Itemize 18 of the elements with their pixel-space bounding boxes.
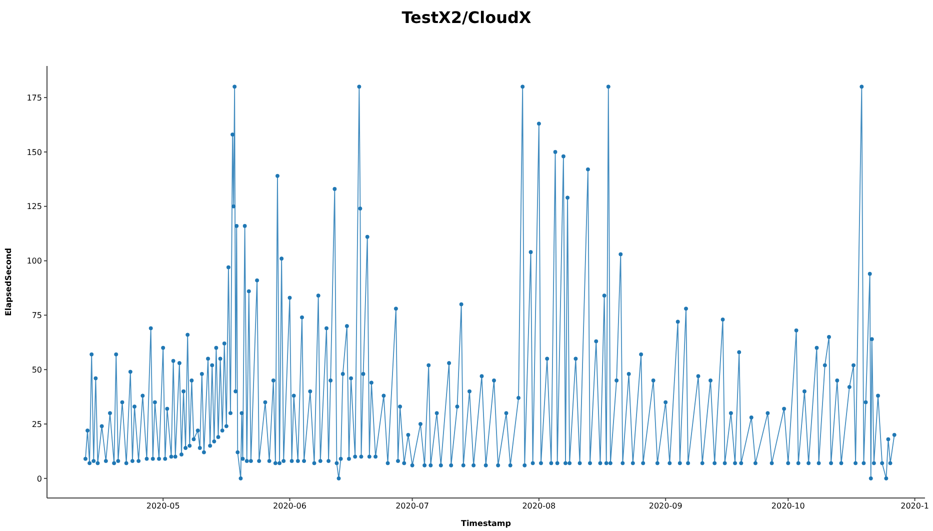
x-tick-label: 2020-05: [146, 502, 180, 511]
x-tick-label: 2020-1: [900, 502, 929, 511]
y-tick-label: 150: [26, 148, 42, 157]
y-tick-label: 125: [26, 202, 42, 212]
y-tick-label: 25: [32, 420, 42, 429]
x-tick-label: 2020-08: [522, 502, 556, 511]
x-tick-label: 2020-07: [396, 502, 430, 511]
x-axis-title: Timestamp: [460, 519, 512, 528]
y-tick-label: 50: [32, 365, 42, 374]
y-tick-label: 175: [26, 93, 42, 102]
x-tick-label: 2020-09: [648, 502, 682, 511]
y-tick-label: 75: [32, 311, 42, 320]
y-tick-label: 0: [36, 474, 42, 484]
y-axis-title: ElapsedSecond: [4, 248, 13, 316]
y-tick-label: 100: [26, 256, 42, 266]
x-tick-label: 2020-06: [273, 502, 306, 511]
x-tick-label: 2020-10: [771, 502, 805, 511]
chart-title: TestX2/CloudX: [400, 8, 532, 27]
